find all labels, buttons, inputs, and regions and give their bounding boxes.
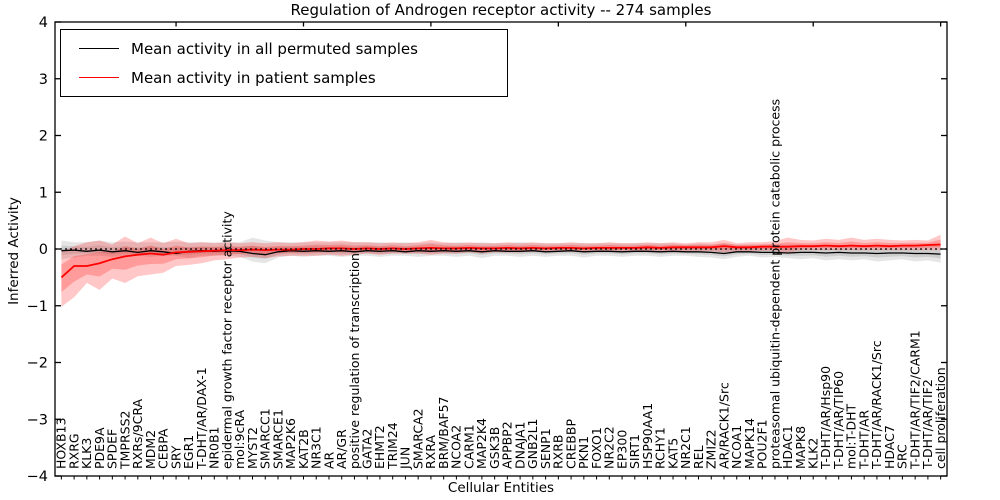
x-category-label: FOXO1 xyxy=(589,427,604,469)
x-category-label: EP300 xyxy=(614,430,629,469)
x-category-label: APPBP2 xyxy=(500,421,515,469)
x-category-label: mol:9cRA xyxy=(232,409,247,469)
legend-label-permuted: Mean activity in all permuted samples xyxy=(131,39,418,58)
x-category-label: KLK2 xyxy=(806,438,821,469)
x-category-label: REL xyxy=(691,445,706,469)
x-category-label: SRC xyxy=(895,444,910,469)
x-category-label: RCHY1 xyxy=(653,427,668,469)
x-category-labels: HOXB13RXRGKLK3PDE9ASPDEFTMPRSS2RXRs/9CRA… xyxy=(54,99,948,470)
x-ticks xyxy=(60,22,942,480)
x-category-label: MAP2K6 xyxy=(283,418,298,469)
chart-title: Regulation of Androgen receptor activity… xyxy=(290,1,712,19)
x-category-label: EHMT2 xyxy=(372,425,387,469)
x-category-label: RXRB xyxy=(551,434,566,469)
x-category-label: TMPRSS2 xyxy=(117,411,132,470)
y-axis-label: Inferred Activity xyxy=(6,197,22,305)
x-category-label: KAT2B xyxy=(296,429,311,469)
x-category-label: SIRT1 xyxy=(627,434,642,469)
x-category-label: POU2F1 xyxy=(755,419,770,469)
y-tick-label: 4 xyxy=(39,15,48,31)
x-category-label: HDAC1 xyxy=(780,425,795,469)
x-category-label: KLK3 xyxy=(79,438,94,469)
x-category-label: RXRG xyxy=(66,433,81,469)
x-category-label: MAPK14 xyxy=(742,418,757,469)
x-category-label: RXRs/9CRA xyxy=(130,398,145,469)
x-category-label: RXRA xyxy=(423,435,438,469)
x-category-label: HOXB13 xyxy=(54,418,69,469)
x-category-label: SRY xyxy=(168,445,183,469)
y-tick-label: 1 xyxy=(39,185,48,201)
x-category-label: SENP1 xyxy=(538,428,553,469)
y-tick-label: 2 xyxy=(39,129,48,145)
y-tick-label: 0 xyxy=(39,242,48,258)
y-tick-label: 3 xyxy=(39,72,48,88)
x-category-label: BRM/BAF57 xyxy=(436,397,451,469)
x-category-label: MAPK8 xyxy=(793,426,808,469)
x-category-label: NR0B1 xyxy=(207,426,222,469)
x-category-label: AR xyxy=(321,451,336,469)
x-category-label: NCOA2 xyxy=(449,425,464,469)
x-category-label: T-DHT/AR/TIP60 xyxy=(831,371,846,470)
patient-mean-line xyxy=(60,243,941,279)
x-category-label: CEBPA xyxy=(156,428,171,469)
x-category-label: ZMIZ2 xyxy=(704,429,719,469)
x-category-label: MAP2K4 xyxy=(474,418,489,469)
x-category-label: JUN xyxy=(398,447,413,470)
y-ticks: −4 −3 −2 −1 0 1 2 3 4 xyxy=(27,15,947,485)
x-category-label: SMARCC1 xyxy=(258,408,273,469)
x-category-label: NR3C1 xyxy=(309,426,324,469)
x-category-label: GNB2L1 xyxy=(525,419,540,469)
patient-line-swatch xyxy=(79,77,119,78)
legend: Mean activity in all permuted samples Me… xyxy=(60,29,508,97)
x-category-label: SPDEF xyxy=(105,429,120,469)
x-category-label: T-DHT/AR xyxy=(856,410,871,470)
x-category-label: CREBBP xyxy=(563,419,578,469)
legend-item-permuted: Mean activity in all permuted samples xyxy=(79,40,507,58)
y-tick-label: −1 xyxy=(27,299,48,315)
x-category-label: epidermal growth factor receptor activit… xyxy=(219,211,234,469)
x-axis-label: Cellular Entities xyxy=(447,480,555,496)
x-category-label: AR/RACK1/Src xyxy=(716,382,731,469)
x-category-label: CARM1 xyxy=(461,424,476,469)
x-category-label: MYST2 xyxy=(245,427,260,469)
x-category-label: PKN1 xyxy=(576,436,591,469)
x-category-label: NR2C2 xyxy=(602,426,617,469)
x-category-label: GATA2 xyxy=(360,429,375,469)
x-category-label: HSP90AA1 xyxy=(640,403,655,469)
x-category-label: HDAC7 xyxy=(882,425,897,469)
x-category-label: DNAJA1 xyxy=(512,422,527,470)
patient-confidence-band-inner xyxy=(61,239,941,293)
x-category-label: T-DHT/AR/DAX-1 xyxy=(194,367,209,470)
x-category-label: MDM2 xyxy=(143,430,158,469)
legend-label-patient: Mean activity in patient samples xyxy=(131,68,376,87)
x-category-label: cell proliferation xyxy=(933,367,948,469)
y-tick-label: −4 xyxy=(27,469,48,485)
x-category-label: GSK3B xyxy=(487,427,502,469)
x-category-label: T-DHT/AR/RACK1/Src xyxy=(869,340,884,470)
x-category-label: mol:T-DHT xyxy=(844,403,859,469)
legend-item-patient: Mean activity in patient samples xyxy=(79,69,507,87)
x-category-label: NCOA1 xyxy=(729,425,744,469)
x-category-label: SMARCA2 xyxy=(410,408,425,469)
x-category-label: T-DHT/AR/TIF2 xyxy=(920,379,935,470)
x-category-label: EGR1 xyxy=(181,435,196,469)
y-tick-label: −2 xyxy=(27,356,48,372)
x-category-label: NR2C1 xyxy=(678,426,693,469)
x-category-label: T-DHT/AR/Hsp90 xyxy=(818,366,833,470)
x-category-label: KAT5 xyxy=(665,438,680,469)
plot-area xyxy=(55,234,947,307)
x-category-label: proteasomal ubiquitin-dependent protein … xyxy=(767,99,782,469)
x-category-label: AR/GR xyxy=(334,429,349,469)
x-category-label: SMARCE1 xyxy=(270,409,285,469)
permuted-line-swatch xyxy=(79,48,119,49)
x-category-label: PDE9A xyxy=(92,427,107,469)
y-tick-label: −3 xyxy=(27,412,48,428)
x-category-label: positive regulation of transcription xyxy=(347,253,362,469)
x-category-label: TRIM24 xyxy=(385,422,400,470)
patient-confidence-band-outer xyxy=(61,234,941,307)
x-category-label: T-DHT/AR/TIF2/CARM1 xyxy=(907,330,922,470)
